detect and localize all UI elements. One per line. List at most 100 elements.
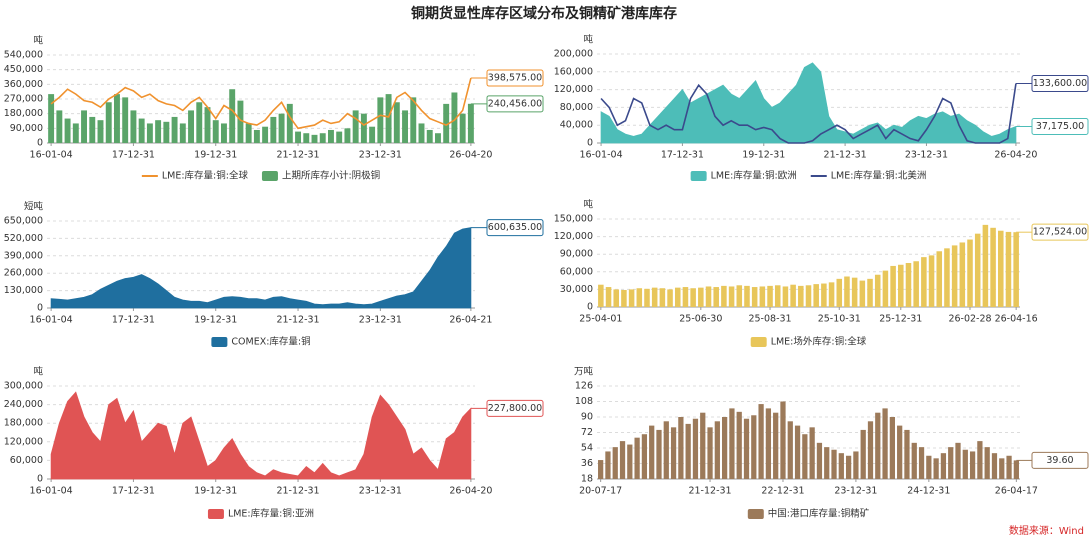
y-tick-label: 300,000 [4,381,43,392]
bar [782,286,789,307]
value-label: 39.60 [1046,455,1073,466]
x-tick-label: 25-06-30 [679,314,722,325]
bar [722,417,728,479]
legend-swatch [747,509,764,519]
bar [327,129,334,143]
x-tick-label: 19-12-31 [194,486,237,497]
bar [434,133,441,143]
y-tick-label: 360,000 [4,79,43,90]
label-box [1031,451,1089,469]
x-tick-label: 22-12-31 [761,486,804,497]
bar [867,278,873,307]
bar [1013,232,1019,307]
bar [1013,460,1019,479]
y-axis-unit: 吨 [583,199,593,211]
bar [911,442,917,479]
x-tick-label: 19-12-31 [742,150,785,161]
bar [644,288,650,307]
bar [790,284,796,307]
x-tick-label: 23-12-31 [359,486,402,497]
bar [138,118,145,143]
legend: LME:库存量:铜:欧洲 LME:库存量:铜:北美洲 [690,170,926,182]
bar [905,263,912,307]
y-tick-label: 72 [581,427,593,438]
legend-label: COMEX:库存量:铜 [231,336,310,348]
area [600,62,1017,144]
label-box [1031,223,1089,241]
bar [991,453,998,479]
bar [426,129,433,143]
x-tick-label: 21-12-31 [276,315,319,326]
bar [245,123,252,143]
bar [237,100,244,143]
bar [286,103,293,143]
value-label: 133,600.00 [1033,78,1087,89]
bar [598,460,604,479]
area [50,227,472,309]
x-tick-label: 23-12-31 [834,486,877,497]
bar [377,97,384,143]
bar [678,417,684,479]
bar [188,110,195,143]
bar [692,418,699,479]
bar [667,289,673,307]
bar [984,447,990,479]
bar [904,429,910,479]
bar [933,458,939,479]
bar [270,116,277,143]
bar [705,286,712,307]
bar [1005,231,1012,307]
y-tick-label: 0 [37,474,43,485]
bar [656,429,662,479]
bar [838,453,844,479]
x-tick-label: 23-12-31 [359,315,402,326]
bar [613,289,619,307]
bar [736,411,742,479]
y-tick-label: 0 [37,303,43,314]
line [50,77,472,130]
bar [344,128,351,143]
bar [81,110,88,143]
bar [171,116,178,143]
bar [889,417,895,479]
bar [944,248,950,307]
x-tick-label: 16-01-04 [30,486,73,497]
bar [122,97,129,143]
bar [163,121,170,143]
bar [89,116,96,143]
bar [72,123,79,143]
y-tick-label: 200,000 [554,49,593,60]
bar [130,110,137,143]
bar [743,418,750,479]
bar [48,94,55,143]
bar [875,412,881,479]
bar [278,113,285,143]
y-axis-unit: 吨 [33,35,43,47]
bar [955,442,961,479]
bar [659,288,666,307]
bar [64,118,71,143]
y-tick-label: 90,000 [10,123,43,134]
bar [918,447,925,479]
x-tick-label: 20-07-17 [579,486,622,497]
bar [959,242,966,307]
bar [670,427,677,479]
bar [649,425,655,479]
y-tick-label: 450,000 [4,64,43,75]
label-box [486,219,544,237]
bar [860,429,866,479]
bar [634,437,640,479]
y-axis-unit: 吨 [583,34,593,46]
bar [890,265,896,307]
line [600,83,1017,144]
y-tick-label: 120,000 [4,436,43,447]
bar [928,255,935,307]
bar [844,276,850,307]
bar [369,126,376,143]
bar [311,134,318,143]
bar [621,289,627,307]
bar [824,447,830,479]
bar [1006,455,1012,479]
bar [56,110,63,143]
